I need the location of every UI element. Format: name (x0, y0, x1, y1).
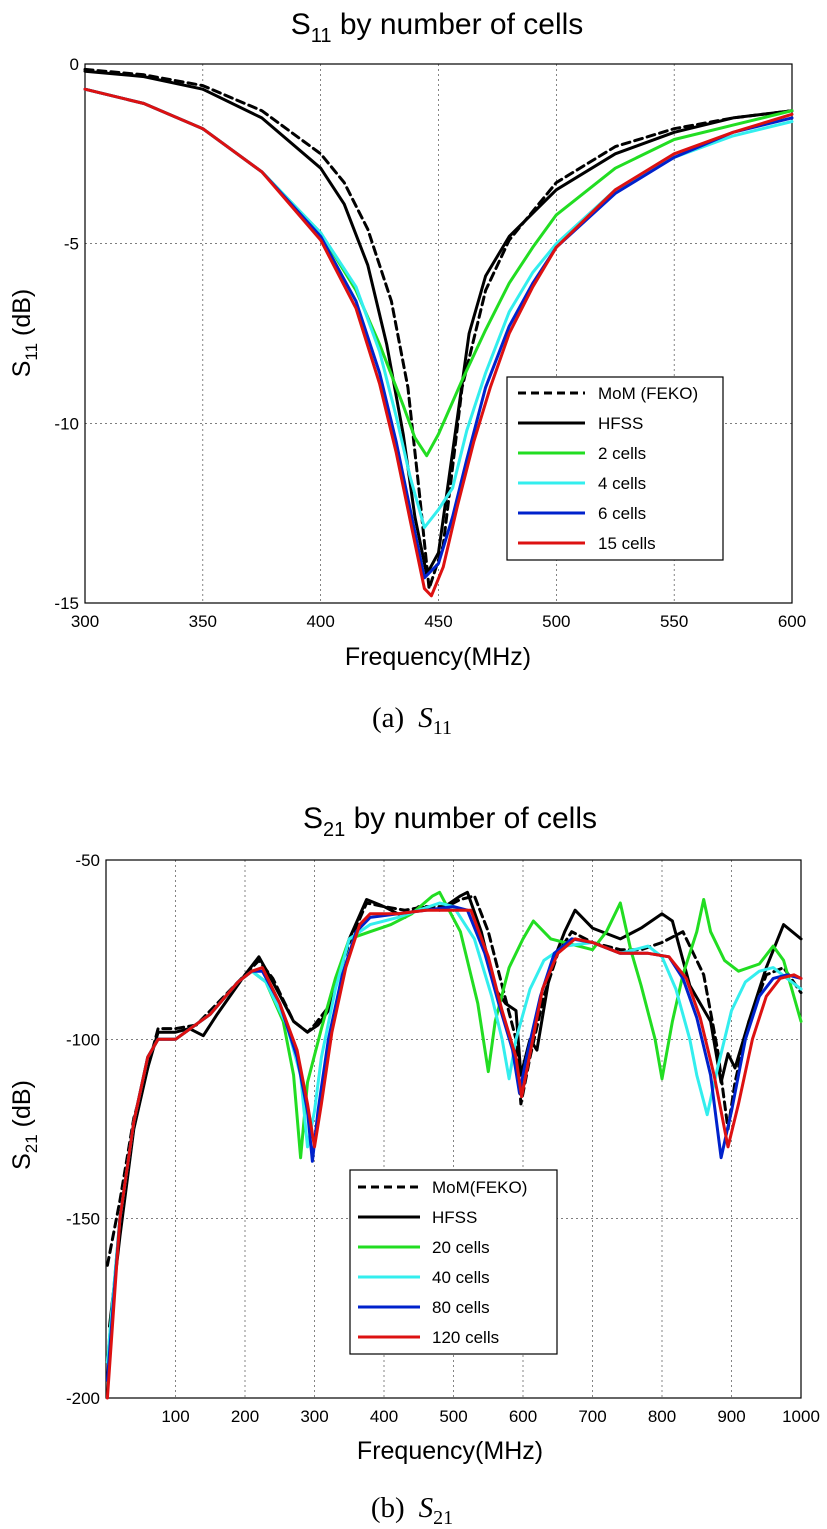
s11-x-tick-label: 300 (71, 612, 99, 631)
s11-title-sub: 11 (311, 25, 332, 47)
s21-x-tick-label: 400 (370, 1407, 398, 1426)
s21-x-tick-label: 100 (161, 1407, 189, 1426)
s11-caption: (a) S11 (372, 702, 452, 739)
s11-legend-label: HFSS (598, 414, 643, 433)
s21-y-tick-label: -200 (66, 1389, 100, 1408)
s21-x-tick-label: 600 (509, 1407, 537, 1426)
s21-x-tick-label: 300 (300, 1407, 328, 1426)
s11-title-main: S (291, 8, 311, 41)
s11-legend-label: 4 cells (598, 474, 646, 493)
s21-legend-label: 20 cells (432, 1238, 490, 1257)
s11-ylabel-main: S (8, 361, 36, 378)
s21-legend-label: 80 cells (432, 1298, 490, 1317)
s11-title-rest: by number of cells (332, 8, 584, 41)
s11-y-tick-label: 0 (70, 55, 79, 74)
s11-y-tick-label: -10 (54, 414, 79, 433)
s21-chart-title: S21 by number of cells (303, 802, 597, 841)
s21-ylabel-main: S (8, 1153, 36, 1170)
s21-title-main: S (303, 802, 323, 835)
s21-series-line-2 (108, 890, 803, 1328)
s11-chart: S11 by number of cells 300 350 400 450 500 55… (8, 8, 806, 739)
s11-x-axis-label: Frequency(MHz) (345, 643, 531, 671)
s11-chart-title: S11 by number of cells (291, 8, 584, 47)
s21-series-line-6 (105, 908, 803, 1400)
s11-tick-labels: 300 350 400 450 500 550 600 0 -5 -10 -15 (54, 55, 806, 631)
s21-caption: (b) S21 (371, 1492, 453, 1529)
s11-x-tick-label: 550 (660, 612, 688, 631)
s11-series-line-6 (83, 87, 794, 598)
s11-legend-label: 2 cells (598, 444, 646, 463)
s21-x-tick-label: 700 (578, 1407, 606, 1426)
s21-grid (106, 860, 801, 1398)
s21-chart: S21 by number of cells 100 200 300 400 500 60… (8, 802, 820, 1529)
s11-y-axis-label: S11 (dB) (8, 289, 41, 378)
s21-y-tick-label: -100 (66, 1030, 100, 1049)
s21-x-tick-label: 800 (648, 1407, 676, 1426)
s11-y-tick-label: -5 (64, 235, 79, 254)
s21-title-rest: by number of cells (345, 802, 597, 835)
s11-series-lines (83, 67, 794, 598)
s21-caption-prefix: (b) (371, 1492, 405, 1524)
s11-ylabel-sub: 11 (22, 343, 41, 361)
s21-x-tick-label: 500 (439, 1407, 467, 1426)
s11-legend-label: 6 cells (598, 504, 646, 523)
s11-legend-box (506, 376, 724, 561)
s11-ylabel-rest: (dB) (8, 289, 36, 343)
s11-x-tick-label: 350 (189, 612, 217, 631)
s21-y-tick-label: -150 (66, 1210, 100, 1229)
s21-y-axis-label: S21 (dB) (8, 1080, 41, 1170)
s11-caption-main: S (418, 702, 433, 734)
s11-caption-prefix: (a) (372, 702, 404, 734)
s11-series-line-1 (83, 67, 794, 591)
s21-caption-main: S (419, 1492, 434, 1524)
s21-legend: MoM(FEKO) HFSS 20 cells 40 cells 80 cells 120… (349, 1169, 558, 1355)
s11-y-tick-label: -15 (54, 594, 79, 613)
s21-x-tick-label: 900 (717, 1407, 745, 1426)
s21-legend-label: HFSS (432, 1208, 477, 1227)
s21-legend-label: 40 cells (432, 1268, 490, 1287)
s21-title-sub: 21 (323, 819, 345, 841)
s11-legend: MoM (FEKO) HFSS 2 cells 4 cells 6 cells 15 ce… (506, 376, 724, 561)
s21-legend-label: 120 cells (432, 1328, 499, 1347)
s21-x-tick-label: 1000 (782, 1407, 820, 1426)
s11-x-tick-label: 400 (306, 612, 334, 631)
s21-series-lines (105, 890, 803, 1400)
s11-x-tick-label: 600 (778, 612, 806, 631)
s21-y-tick-label: -50 (75, 851, 100, 870)
s21-ylabel-rest: (dB) (8, 1080, 36, 1134)
s21-x-axis-label: Frequency(MHz) (357, 1437, 543, 1465)
s21-legend-label: MoM(FEKO) (432, 1178, 527, 1197)
s11-legend-label: 15 cells (598, 534, 656, 553)
s21-ylabel-sub: 21 (22, 1134, 41, 1153)
s11-x-tick-label: 500 (542, 612, 570, 631)
s11-legend-label: MoM (FEKO) (598, 384, 698, 403)
s11-x-tick-label: 450 (424, 612, 452, 631)
s11-caption-sub: 11 (433, 717, 452, 739)
s21-tick-labels: 100 200 300 400 500 600 700 800 900 1000 -50 -100 -1… (66, 851, 820, 1426)
s21-x-tick-label: 200 (231, 1407, 259, 1426)
s21-caption-sub: 21 (433, 1507, 453, 1529)
s21-legend-box (349, 1169, 558, 1355)
